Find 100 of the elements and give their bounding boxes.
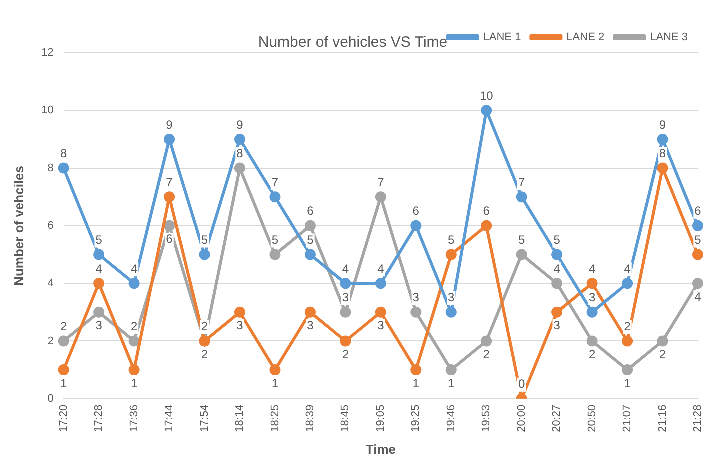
point — [622, 278, 634, 290]
x-tick-label: 21:28 — [692, 404, 704, 432]
point — [481, 105, 492, 116]
data-label: 3 — [412, 290, 420, 305]
x-tick-label: 17:36 — [128, 404, 140, 432]
data-label: 2 — [624, 320, 632, 334]
x-tick-label: 17:44 — [164, 404, 176, 432]
y-tick-label: 2 — [48, 335, 54, 348]
y-axis-title: Number of vehciles — [11, 166, 26, 286]
data-label: 5 — [96, 233, 103, 248]
point — [234, 134, 246, 145]
data-label: 5 — [518, 233, 526, 248]
data-label: 2 — [201, 348, 208, 362]
data-label: 4 — [96, 262, 103, 276]
legend-label: LANE 2 — [566, 32, 605, 44]
data-label: 6 — [694, 204, 702, 218]
data-label: 5 — [448, 233, 456, 248]
point — [270, 192, 281, 203]
data-label: 4 — [554, 262, 561, 276]
point — [622, 336, 634, 347]
data-label: 2 — [483, 348, 490, 362]
data-label: 6 — [483, 204, 490, 218]
data-label: 2 — [588, 348, 596, 362]
data-label: 6 — [166, 232, 174, 246]
point — [481, 220, 492, 232]
x-tick-label: 17:54 — [198, 404, 211, 432]
data-label: 1 — [412, 376, 420, 390]
x-tick-label: 17:20 — [58, 404, 70, 432]
x-tick-label: 19:46 — [445, 404, 458, 432]
data-label: 6 — [412, 204, 420, 218]
point — [304, 306, 316, 318]
point — [340, 306, 352, 318]
data-label: 5 — [307, 233, 314, 248]
point — [270, 249, 281, 260]
point — [375, 306, 386, 318]
data-label: 4 — [378, 262, 385, 276]
data-label: 2 — [342, 348, 350, 362]
point — [446, 364, 457, 376]
data-label: 5 — [272, 233, 279, 248]
point — [552, 278, 563, 290]
data-label: 2 — [130, 320, 138, 334]
point — [516, 249, 528, 260]
x-tick-label: 21:16 — [656, 404, 669, 432]
point — [552, 306, 563, 318]
data-label: 5 — [201, 233, 208, 248]
data-label: 2 — [659, 348, 666, 362]
y-tick-label: 6 — [48, 220, 54, 232]
point — [375, 192, 386, 203]
data-label: 3 — [378, 318, 385, 333]
x-tick-label: 18:45 — [340, 404, 352, 432]
data-label: 7 — [518, 175, 526, 190]
x-tick-label: 18:25 — [269, 404, 282, 432]
point — [657, 162, 668, 174]
x-tick-label: 20:27 — [551, 404, 564, 432]
point — [481, 336, 492, 347]
data-label: 4 — [130, 262, 138, 276]
point — [94, 249, 105, 260]
data-label: 3 — [448, 290, 456, 305]
x-tick-label: 20:00 — [516, 404, 528, 432]
point — [164, 220, 176, 232]
point — [657, 336, 668, 347]
legend-label: LANE 3 — [650, 32, 688, 44]
data-label: 3 — [236, 318, 244, 333]
point — [94, 306, 105, 318]
point — [340, 336, 352, 347]
data-label: 4 — [694, 290, 702, 304]
point — [199, 249, 210, 260]
point — [622, 364, 634, 376]
y-tick-label: 8 — [48, 162, 54, 174]
data-label: 9 — [659, 118, 666, 132]
data-label: 4 — [342, 262, 350, 276]
x-axis-title: Time — [366, 442, 396, 457]
data-label: 1 — [448, 376, 456, 390]
point — [586, 306, 598, 318]
x-tick-label: 17:28 — [93, 404, 106, 432]
data-label: 8 — [60, 146, 68, 161]
point — [516, 192, 528, 203]
data-label: 8 — [236, 146, 244, 161]
point — [410, 220, 422, 232]
x-tick-label: 19:53 — [480, 404, 493, 432]
chart-title: Number of vehicles VS Time — [258, 34, 448, 52]
y-tick-label: 10 — [42, 104, 54, 117]
data-label: 10 — [480, 88, 494, 103]
data-label: 4 — [588, 262, 596, 276]
x-tick-label: 18:14 — [234, 404, 246, 432]
point — [552, 249, 563, 260]
point — [375, 278, 386, 290]
x-tick-label: 21:07 — [622, 404, 634, 432]
point — [410, 364, 422, 376]
point — [657, 134, 668, 145]
data-label: 0 — [518, 377, 526, 392]
data-label: 1 — [624, 376, 632, 390]
data-label: 7 — [378, 175, 385, 190]
data-label: 7 — [272, 175, 279, 190]
data-label: 1 — [272, 376, 279, 390]
point — [128, 364, 140, 376]
data-label: 9 — [236, 118, 244, 132]
point — [58, 364, 70, 376]
y-tick-label: 12 — [42, 47, 54, 60]
point — [128, 336, 140, 347]
